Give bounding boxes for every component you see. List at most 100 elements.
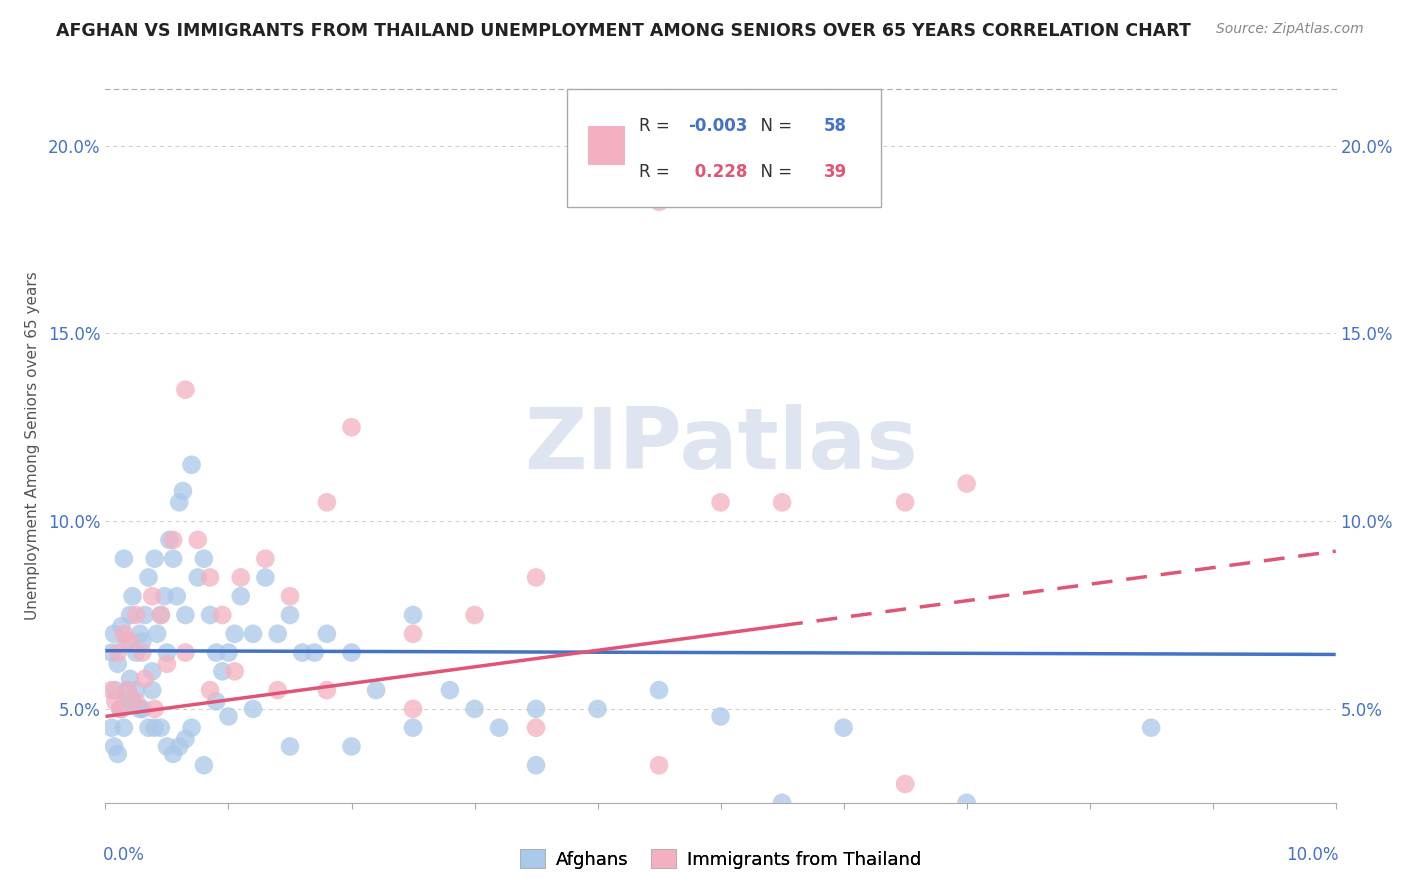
Point (156, 739, 179, 754)
Point (141, 683, 163, 698)
Point (156, 646, 179, 660)
Point (464, 607, 486, 622)
Point (224, 627, 246, 641)
Point (278, 739, 301, 754)
Point (143, 721, 166, 735)
Point (402, 721, 425, 735)
Point (172, 484, 194, 499)
Point (267, 627, 290, 641)
Point (439, 683, 461, 698)
Point (125, 607, 148, 622)
Point (141, 589, 163, 603)
Point (125, 646, 148, 660)
Point (402, 702, 425, 716)
Point (402, 607, 425, 622)
Point (648, 758, 671, 772)
Point (174, 646, 197, 660)
Text: N =: N = (751, 117, 797, 135)
Point (211, 607, 233, 622)
Point (524, 570, 547, 584)
Point (112, 551, 135, 566)
Point (770, 796, 793, 810)
Point (254, 570, 277, 584)
Point (193, 758, 215, 772)
Text: N =: N = (751, 163, 797, 181)
Point (174, 731, 197, 746)
FancyBboxPatch shape (588, 127, 624, 166)
Point (340, 739, 363, 754)
Point (174, 607, 197, 622)
Point (110, 619, 132, 633)
Point (205, 646, 228, 660)
Point (120, 634, 141, 648)
Point (180, 458, 202, 472)
Point (103, 739, 125, 754)
Point (134, 672, 156, 686)
Point (242, 702, 264, 716)
Point (198, 570, 221, 584)
Point (278, 589, 301, 603)
Text: 10.0%: 10.0% (1285, 846, 1339, 863)
Point (162, 533, 184, 547)
Point (112, 721, 135, 735)
Point (229, 589, 252, 603)
Point (162, 747, 184, 761)
Point (304, 646, 326, 660)
Text: 39: 39 (824, 163, 848, 181)
Point (159, 533, 181, 547)
Point (648, 194, 671, 209)
Point (110, 702, 132, 716)
Point (115, 634, 138, 648)
Point (180, 721, 202, 735)
Point (770, 495, 793, 509)
Point (166, 589, 188, 603)
Point (218, 709, 240, 723)
Point (586, 702, 609, 716)
Point (211, 665, 233, 679)
Point (107, 646, 129, 660)
Point (107, 747, 129, 761)
Point (110, 702, 132, 716)
Y-axis label: Unemployment Among Seniors over 65 years: Unemployment Among Seniors over 65 years (25, 272, 39, 620)
Text: -0.003: -0.003 (689, 117, 748, 135)
Point (193, 551, 215, 566)
Point (832, 721, 855, 735)
Point (107, 657, 129, 671)
Point (187, 570, 209, 584)
Text: 0.0%: 0.0% (103, 846, 145, 863)
Point (131, 634, 153, 648)
Point (120, 672, 141, 686)
Point (131, 702, 153, 716)
Point (100, 646, 122, 660)
Point (242, 627, 264, 641)
Point (198, 607, 221, 622)
Point (156, 657, 179, 671)
Point (464, 702, 486, 716)
Point (224, 665, 246, 679)
Point (103, 627, 125, 641)
Point (1140, 721, 1163, 735)
Point (149, 721, 172, 735)
Point (110, 702, 132, 716)
Point (198, 683, 221, 698)
Point (174, 383, 197, 397)
Point (121, 589, 143, 603)
Point (524, 758, 547, 772)
Text: R =: R = (640, 117, 675, 135)
Point (218, 646, 240, 660)
Point (125, 694, 148, 708)
Point (402, 627, 425, 641)
Point (141, 665, 163, 679)
Point (169, 739, 191, 754)
Point (162, 551, 184, 566)
Text: AFGHAN VS IMMIGRANTS FROM THAILAND UNEMPLOYMENT AMONG SENIORS OVER 65 YEARS CORR: AFGHAN VS IMMIGRANTS FROM THAILAND UNEMP… (56, 22, 1191, 40)
Point (291, 646, 314, 660)
Point (149, 607, 172, 622)
Point (205, 694, 228, 708)
Point (488, 721, 510, 735)
Text: 58: 58 (824, 117, 846, 135)
Point (153, 589, 176, 603)
Text: R =: R = (640, 163, 675, 181)
Point (104, 683, 127, 698)
Point (117, 683, 139, 698)
